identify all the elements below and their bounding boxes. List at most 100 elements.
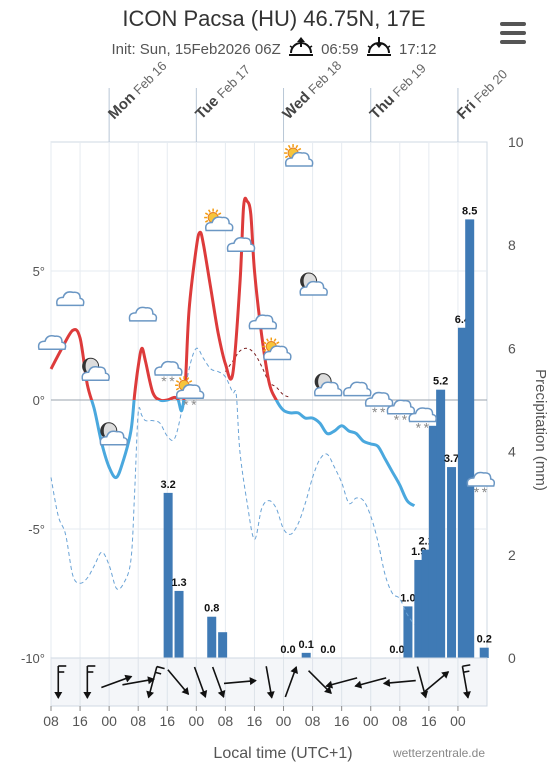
cloud-shape: [263, 345, 292, 361]
wind-direction-icon: [83, 665, 96, 699]
wind-barb: [462, 664, 471, 668]
x-tick-label: 00: [276, 713, 292, 729]
weather-icon-cloud: [56, 291, 85, 307]
cloud-shape: [81, 366, 110, 381]
wind-direction-icon: [54, 665, 67, 699]
x-tick-label: 08: [130, 713, 146, 729]
credit-label: wetterzentrale.de: [392, 746, 485, 760]
weather-icon-moon-cloud: [81, 357, 110, 381]
day-label-text: Fri Feb 20: [454, 66, 511, 123]
wind-barb: [156, 665, 165, 670]
precipitation-axis-tick: 6: [508, 340, 516, 356]
wind-arrowhead: [382, 678, 391, 687]
precipitation-axis-tick: 10: [508, 134, 524, 150]
moon-shadow: [82, 358, 91, 375]
wind-direction-icon: [101, 674, 133, 689]
chart-subtitle: Init: Sun, 15Feb2026 06Z 06:59 17:12: [0, 37, 548, 58]
precipitation-axis-tick: 2: [508, 547, 516, 563]
wind-barb: [155, 671, 162, 675]
wind-direction-icon: [354, 677, 387, 689]
weather-icon-cloud: [226, 237, 256, 252]
sun-ray: [215, 209, 219, 213]
cloud-shape: [205, 216, 234, 232]
snowflake: *: [372, 404, 378, 420]
moon-shadow: [100, 422, 109, 439]
precipitation-bar: [403, 606, 413, 658]
wind-arrowhead: [181, 687, 190, 696]
wind-arrowhead: [54, 692, 63, 699]
precipitation-bar: [207, 616, 217, 658]
wind-arrowhead: [324, 686, 332, 695]
sun-ray: [217, 212, 222, 216]
cloud-shape: [154, 360, 183, 376]
weather-icon-cloud: [37, 335, 67, 350]
temperature-axis-tick: -10°: [21, 651, 45, 666]
wind-barb: [463, 670, 470, 673]
wind-arrowhead: [199, 690, 208, 698]
wind-arrowhead: [266, 691, 275, 699]
weather-icon-cloud-snow: * *: [364, 391, 394, 420]
sun-ray: [263, 348, 267, 352]
cloud-shape: [364, 391, 394, 407]
wind-arrowhead: [249, 677, 257, 686]
wind-arrowhead: [462, 691, 471, 699]
wind-direction-icon: [382, 678, 416, 687]
moon-shadow: [315, 373, 324, 390]
wind-arrowhead: [147, 676, 155, 685]
weather-icon-cloud-snow: * *: [408, 407, 437, 435]
weather-icon-cloud: [128, 306, 158, 322]
snowflake: *: [380, 404, 386, 420]
weather-icon-moon-cloud: [299, 272, 328, 296]
menu-button[interactable]: [500, 22, 526, 44]
menu-icon-bar: [500, 31, 526, 35]
wind-arrowhead: [146, 690, 155, 699]
day-label-date: Feb 20: [471, 66, 510, 105]
wind-direction-icon: [461, 664, 471, 699]
snowflake: *: [169, 373, 175, 389]
cloud-shape: [99, 430, 129, 446]
day-label-date: Feb 17: [214, 62, 253, 101]
sun-ray: [273, 338, 277, 342]
sun-ray: [284, 147, 289, 151]
sunrise-time: 06:59: [321, 41, 359, 58]
day-label-text: Thu Feb 19: [367, 60, 430, 123]
x-tick-label: 16: [72, 713, 88, 729]
precipitation-value-label: 0.8: [204, 603, 219, 615]
wind-arrowhead: [290, 666, 298, 674]
temperature-line-warm: [49, 196, 278, 400]
cloud-shape: [175, 384, 205, 400]
cloud-shape: [284, 151, 314, 167]
weather-icon-sun-cloud: [284, 144, 314, 167]
precipitation-axis-label-text: Precipitation (mm): [532, 369, 548, 491]
snowflake: *: [402, 412, 408, 428]
weather-icon-sun-cloud: [262, 337, 292, 361]
cloud-shape: [226, 237, 256, 252]
snowflake: *: [191, 396, 197, 412]
snowflake: *: [416, 419, 422, 435]
sun-ray: [186, 377, 190, 381]
weather-icon-sun-cloud-snow: * *: [175, 376, 205, 412]
menu-icon-bar: [500, 40, 526, 44]
precipitation-bar: [457, 327, 467, 658]
x-tick-label: 16: [334, 713, 350, 729]
cloud-shape: [408, 407, 437, 423]
sunset-icon: [366, 37, 391, 56]
weather-icon-cloud-snow: * *: [466, 471, 496, 500]
wind-direction-icon: [211, 666, 226, 698]
day-label: Wed Feb 18: [279, 58, 344, 123]
day-label-date: Feb 19: [390, 61, 429, 100]
day-label-text: Mon Feb 16: [105, 57, 170, 122]
wind-direction-icon: [325, 677, 358, 689]
precipitation-bar: [414, 559, 424, 658]
sun-ray: [295, 144, 299, 149]
precipitation-value-label: 0.0: [389, 644, 404, 656]
sun-ray: [204, 212, 209, 216]
wind-direction-icon: [146, 665, 165, 699]
precipitation-value-label: 1.3: [171, 577, 186, 589]
sun-ray: [178, 377, 182, 381]
cloud-shape: [128, 306, 158, 322]
precipitation-value-label: 0.0: [320, 644, 335, 656]
snowflake: *: [161, 373, 167, 389]
chart-title: ICON Pacsa (HU) 46.75N, 17E: [122, 6, 426, 31]
